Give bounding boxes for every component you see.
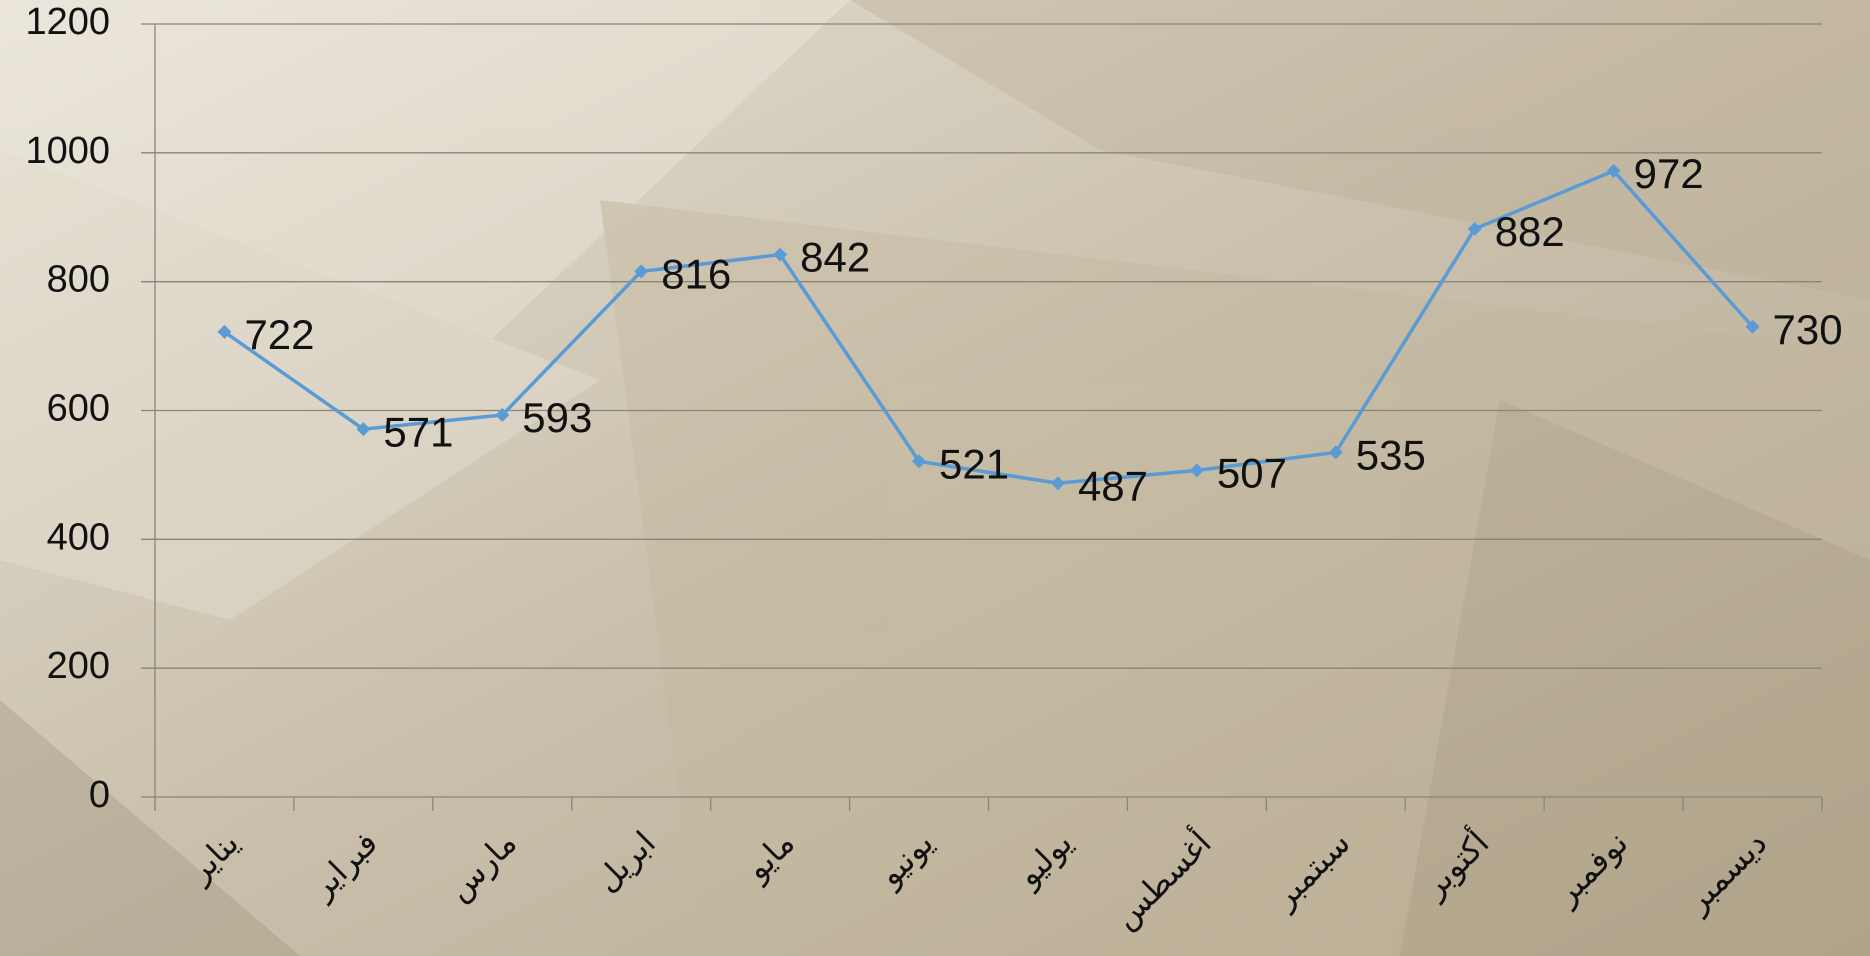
data-point (1189, 463, 1204, 478)
y-tick-label: 800 (47, 259, 110, 301)
data-label: 593 (522, 394, 592, 441)
data-point (1050, 476, 1065, 491)
y-tick-label: 1000 (25, 130, 110, 172)
data-label: 972 (1634, 150, 1704, 197)
data-label: 882 (1495, 208, 1565, 255)
data-point (495, 408, 510, 423)
data-label: 487 (1078, 462, 1148, 509)
data-point (356, 422, 371, 437)
y-tick-label: 200 (47, 645, 110, 687)
y-tick-label: 600 (47, 388, 110, 430)
data-point (1467, 221, 1482, 236)
data-label: 521 (939, 440, 1009, 487)
data-label: 535 (1356, 431, 1426, 478)
data-point (1745, 319, 1760, 334)
data-point (1606, 163, 1621, 178)
data-point (1328, 445, 1343, 460)
data-label: 722 (244, 311, 314, 358)
data-point (912, 454, 927, 469)
data-point (634, 264, 649, 279)
y-tick-label: 400 (47, 516, 110, 558)
data-label: 571 (383, 408, 453, 455)
data-label: 842 (800, 234, 870, 281)
data-label: 730 (1773, 306, 1843, 353)
y-tick-label: 1200 (25, 1, 110, 43)
data-point (217, 324, 232, 339)
data-label: 507 (1217, 450, 1287, 497)
data-line (223, 168, 1754, 486)
data-label: 816 (661, 250, 731, 297)
data-point (773, 247, 788, 262)
y-tick-label: 0 (89, 774, 110, 816)
